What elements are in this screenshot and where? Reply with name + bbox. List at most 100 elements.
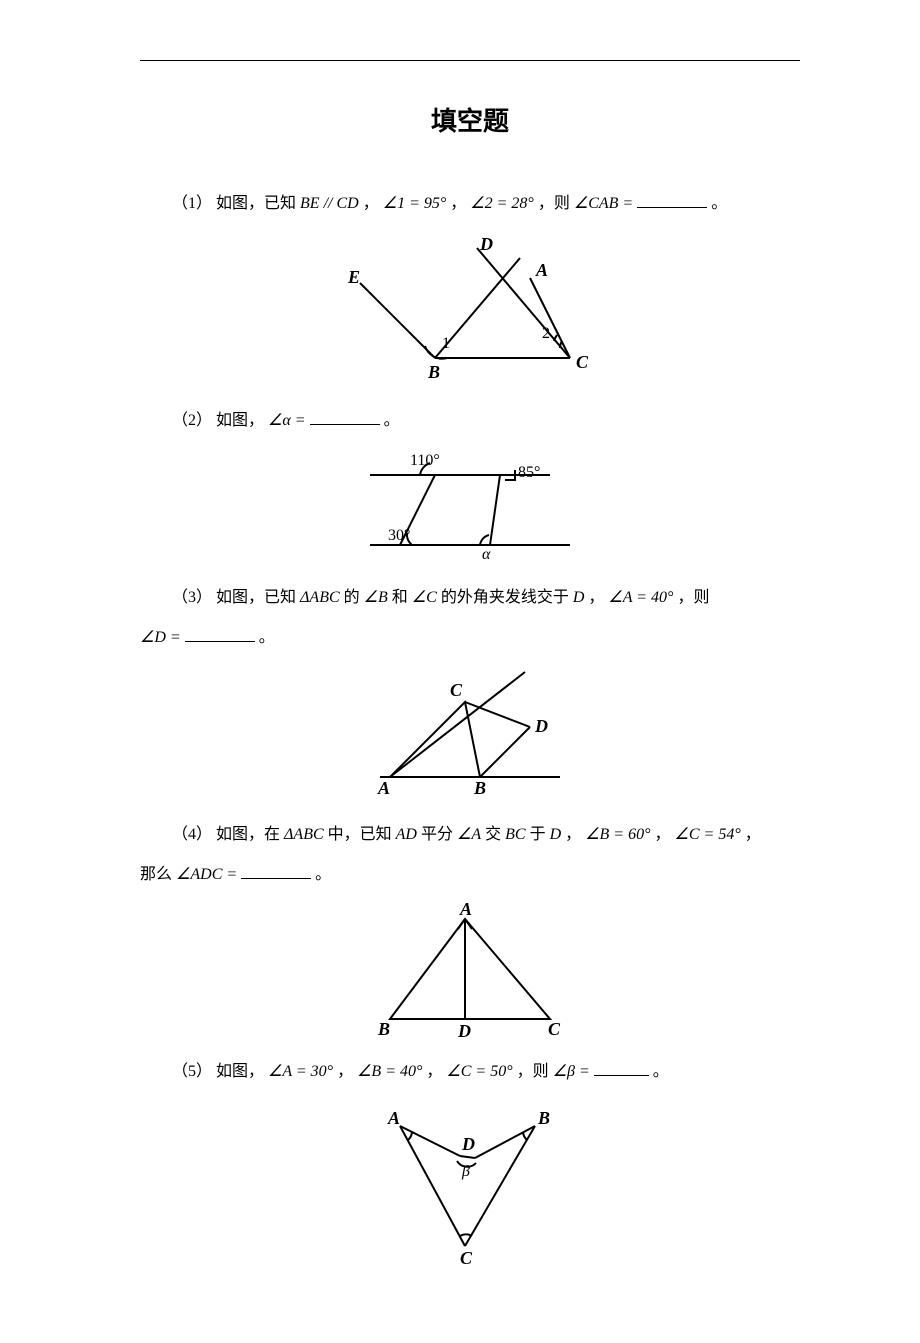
p5-g1: ∠A = 30° — [268, 1063, 333, 1080]
figure-5: A B C D β — [140, 1096, 800, 1271]
p2-ask: ∠α = — [268, 412, 306, 429]
p5-pre: 如图， — [216, 1063, 264, 1080]
p3-ask: ∠D = — [140, 629, 181, 646]
fig2-30: 30° — [388, 527, 410, 544]
fig1-1: 1 — [442, 335, 450, 352]
problem-4: （4） 如图，在 ΔABC 中，已知 AD 平分 ∠A 交 BC 于 D ， ∠… — [140, 819, 800, 851]
p3-given: ∠A = 40° — [608, 589, 673, 606]
fig2-110: 110° — [410, 452, 440, 469]
p3-sep: ， — [588, 589, 604, 606]
p5-ask: ∠β = — [553, 1063, 590, 1080]
fig3-B: B — [473, 778, 486, 798]
p1-sep1: ， — [363, 195, 379, 212]
p3-d: D — [573, 589, 585, 606]
p4-pre: 如图，在 — [216, 826, 280, 843]
fig4-A: A — [459, 899, 472, 919]
problem-2: （2） 如图， ∠α = 。 — [140, 405, 800, 437]
fig4-B: B — [377, 1019, 390, 1039]
fig3-C: C — [450, 680, 463, 700]
p1-blank — [637, 191, 707, 208]
p4-then: ， — [745, 826, 761, 843]
p4-g2: ∠C = 54° — [675, 826, 741, 843]
p1-ask: ∠CAB = — [574, 195, 633, 212]
p4-sep2: ， — [655, 826, 671, 843]
p5-blank — [594, 1059, 649, 1076]
p4-angA: ∠A — [457, 826, 481, 843]
fig3-D: D — [534, 716, 548, 736]
p3-blank — [185, 625, 255, 642]
p4-ad: AD — [396, 826, 417, 843]
fig1-C: C — [576, 352, 589, 372]
page-title: 填空题 — [140, 101, 800, 138]
figure-4: A B C D — [140, 899, 800, 1044]
fig4-C: C — [548, 1019, 561, 1039]
fig2-alpha: α — [482, 546, 491, 563]
fig5-B: B — [537, 1108, 550, 1128]
p3-num: （3） — [172, 589, 212, 606]
p4-d: D — [550, 826, 562, 843]
p4-bc: BC — [505, 826, 525, 843]
p5-num: （5） — [172, 1063, 212, 1080]
fig5-C: C — [460, 1248, 473, 1266]
fig1-E: E — [347, 267, 360, 287]
p4-cross: 交 — [485, 826, 501, 843]
fig5-D: D — [461, 1134, 475, 1154]
p5-c2: ， — [426, 1063, 442, 1080]
fig1-2: 2 — [542, 325, 550, 342]
p4-sep1: ， — [565, 826, 581, 843]
p4-mid1: 中，已知 — [328, 826, 392, 843]
figure-3: A B C D — [140, 662, 800, 807]
fig2-85: 85° — [518, 464, 540, 481]
p3-b: ∠B — [364, 589, 388, 606]
problem-1: （1） 如图，已知 BE // CD ， ∠1 = 95° ， ∠2 = 28°… — [140, 188, 800, 220]
p2-pre: 如图， — [216, 412, 264, 429]
p5-then: ，则 — [517, 1063, 549, 1080]
p1-pre: 如图，已知 — [216, 195, 296, 212]
p5-g2: ∠B = 40° — [357, 1063, 422, 1080]
p1-num: （1） — [172, 195, 212, 212]
problem-5: （5） 如图， ∠A = 30° ， ∠B = 40° ， ∠C = 50° ，… — [140, 1056, 800, 1088]
p4-bisect: 平分 — [421, 826, 453, 843]
p4-tri: ΔABC — [284, 826, 324, 843]
p1-end: 。 — [711, 195, 727, 212]
problem-3b: ∠D = 。 — [140, 622, 800, 654]
p3-and: 和 — [392, 589, 408, 606]
top-rule — [140, 60, 800, 61]
p1-then: ，则 — [538, 195, 570, 212]
p5-g3: ∠C = 50° — [446, 1063, 512, 1080]
fig1-D: D — [479, 234, 493, 254]
figure-1: E D A B C 1 2 — [140, 228, 800, 393]
fig1-A: A — [535, 260, 548, 280]
p3-then: ，则 — [677, 589, 709, 606]
p4-num: （4） — [172, 826, 212, 843]
p1-a2: ∠2 = 28° — [470, 195, 534, 212]
p3-tri: ΔABC — [300, 589, 340, 606]
p4-ask: ∠ADC = — [176, 866, 237, 883]
p3-c: ∠C — [412, 589, 437, 606]
p5-end: 。 — [653, 1063, 669, 1080]
p4-blank — [241, 862, 311, 879]
fig4-D: D — [457, 1021, 471, 1039]
p3-pre: 如图，已知 — [216, 589, 296, 606]
p4-g1: ∠B = 60° — [585, 826, 650, 843]
problem-3: （3） 如图，已知 ΔABC 的 ∠B 和 ∠C 的外角夹发线交于 D ， ∠A… — [140, 582, 800, 614]
p2-num: （2） — [172, 412, 212, 429]
p4-at: 于 — [530, 826, 546, 843]
p1-a1: ∠1 = 95° — [383, 195, 447, 212]
p3-mid2: 的外角夹发线交于 — [441, 589, 569, 606]
p1-cond1: BE // CD — [300, 195, 359, 212]
fig5-A: A — [387, 1108, 400, 1128]
fig3-A: A — [377, 778, 390, 798]
fig5-beta: β — [461, 1163, 470, 1180]
p3-mid1: 的 — [344, 589, 360, 606]
p5-c1: ， — [337, 1063, 353, 1080]
p3-end: 。 — [259, 629, 275, 646]
problem-4b: 那么 ∠ADC = 。 — [140, 859, 800, 891]
p4-end: 。 — [315, 866, 331, 883]
figure-2: 110° 85° 30° α — [140, 445, 800, 570]
fig1-B: B — [427, 362, 440, 382]
p1-sep2: ， — [450, 195, 466, 212]
p2-end: 。 — [384, 412, 400, 429]
p2-blank — [310, 408, 380, 425]
p4-so: 那么 — [140, 866, 172, 883]
